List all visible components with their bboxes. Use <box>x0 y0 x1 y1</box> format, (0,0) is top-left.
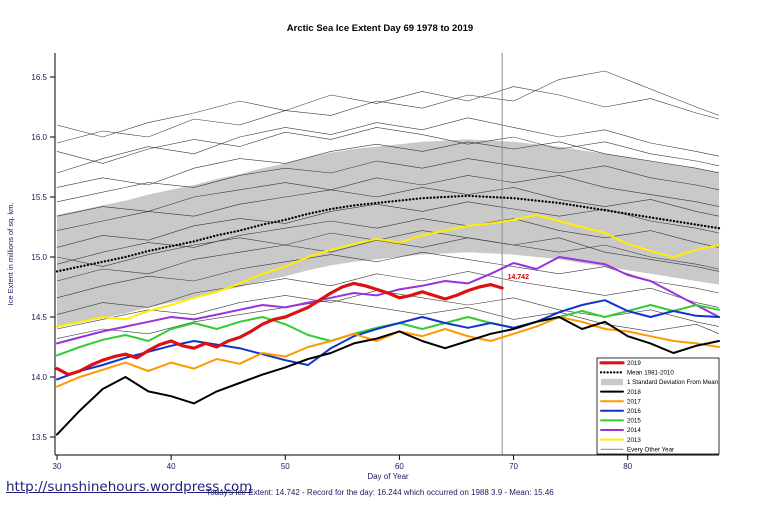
series-2016 <box>56 299 720 381</box>
y-tick-label: 15.0 <box>31 253 47 262</box>
y-tick-label: 16.0 <box>31 133 47 142</box>
y-tick-label: 16.5 <box>31 73 47 82</box>
footer-caption: Today's Ice Extent: 14.742 - Record for … <box>206 488 554 497</box>
y-tick-label: 13.5 <box>31 433 47 442</box>
x-tick-label: 60 <box>395 462 404 471</box>
every-other-year-line <box>56 158 720 203</box>
y-axis-label: Ice Extent in millions of sq. km. <box>6 203 15 306</box>
legend-label: 2013 <box>627 437 641 444</box>
x-axis-label: Day of Year <box>367 472 409 481</box>
legend-label: 2019 <box>627 360 641 367</box>
every-other-year-line <box>56 187 720 231</box>
legend: 2019 Mean 1981-2010 1 Standard Deviation F… <box>596 357 720 455</box>
current-value-annotation: 14.742 <box>508 274 530 281</box>
every-other-year-line <box>56 251 720 299</box>
y-tick-label: 14.5 <box>31 313 47 322</box>
x-tick-label: 40 <box>167 462 176 471</box>
std-dev-band <box>57 139 719 328</box>
series-2018 <box>56 316 720 436</box>
legend-label: Every Other Year <box>627 446 674 453</box>
every-other-year-line <box>56 141 720 188</box>
x-tick-label: 80 <box>623 462 632 471</box>
x-tick-label: 50 <box>281 462 290 471</box>
every-other-year-line <box>56 218 720 265</box>
every-other-year-line <box>56 70 720 144</box>
legend-label: 2015 <box>627 418 641 425</box>
every-other-year-line <box>56 290 720 330</box>
every-other-year-line <box>56 86 720 138</box>
x-tick-label: 30 <box>53 462 62 471</box>
every-other-year-line <box>56 299 720 339</box>
every-other-year-line <box>56 271 720 315</box>
every-other-year-line <box>56 127 720 167</box>
legend-label: 2016 <box>627 408 641 415</box>
ice-extent-chart: Arctic Sea Ice Extent Day 69 1978 to 201… <box>6 23 721 481</box>
x-tick-label: 70 <box>509 462 518 471</box>
every-other-year-line <box>56 230 720 270</box>
every-other-year-line <box>56 237 720 282</box>
every-other-year-line <box>56 117 720 174</box>
legend-swatch-band <box>601 378 623 386</box>
series-2019 <box>55 281 504 377</box>
legend-label: 2018 <box>627 389 641 396</box>
y-tick-label: 15.5 <box>31 193 47 202</box>
legend-box <box>596 357 720 455</box>
every-other-year-line <box>56 201 720 248</box>
legend-label: 1 Standard Deviation From Mean <box>627 379 719 386</box>
series-mean-1981-2010 <box>55 194 721 273</box>
y-tick-label: 14.0 <box>31 373 47 382</box>
chart-title: Arctic Sea Ice Extent Day 69 1978 to 201… <box>287 23 473 34</box>
plot-area: 13.5 14.0 14.5 15.0 15.5 16.0 16.5 30 40 50 60 70 80… <box>31 53 721 471</box>
series-2017 <box>56 316 720 388</box>
legend-label: 2017 <box>627 398 641 405</box>
series-2013 <box>56 214 720 328</box>
every-other-year-line <box>56 175 720 217</box>
legend-label: Mean 1981-2010 <box>627 370 674 377</box>
legend-label: 2014 <box>627 427 641 434</box>
site-url-link[interactable]: http://sunshinehours.wordpress.com <box>6 479 253 495</box>
